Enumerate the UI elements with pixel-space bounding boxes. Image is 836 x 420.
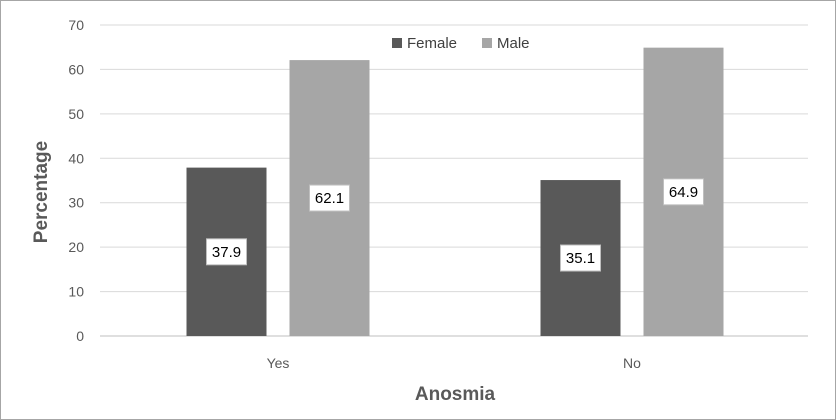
- y-tick-label: 30: [68, 195, 84, 211]
- data-label: 64.9: [669, 184, 698, 201]
- bars: 37.9 62.1 35.1 64.9: [186, 47, 724, 337]
- data-label: 37.9: [212, 244, 241, 261]
- y-tick-label: 20: [68, 239, 84, 255]
- data-label-box: [560, 244, 601, 272]
- y-tick-label: 50: [68, 106, 84, 122]
- y-tick-label: 60: [68, 61, 84, 77]
- x-tick-label: Yes: [267, 355, 290, 371]
- x-tick-label: No: [623, 355, 641, 371]
- y-tick-label: 70: [68, 17, 84, 33]
- data-label: 62.1: [315, 190, 344, 207]
- data-label-box: [206, 238, 247, 266]
- y-tick-label: 40: [68, 150, 84, 166]
- legend-swatch-male: [482, 38, 492, 48]
- legend-label-male: Male: [497, 35, 530, 52]
- y-axis-ticks: 0 10 20 30 40 50 60 70: [68, 17, 84, 344]
- y-tick-label: 0: [76, 328, 84, 344]
- legend-swatch-female: [392, 38, 402, 48]
- y-axis-title: Percentage: [31, 141, 52, 243]
- x-axis-ticks: Yes No: [267, 355, 642, 371]
- data-label: 35.1: [566, 250, 595, 267]
- data-label-box: [663, 178, 704, 206]
- legend-label-female: Female: [407, 35, 457, 52]
- data-label-box: [309, 184, 350, 212]
- x-axis-title: Anosmia: [415, 384, 496, 405]
- legend: Female Male: [392, 35, 530, 52]
- y-tick-label: 10: [68, 284, 84, 300]
